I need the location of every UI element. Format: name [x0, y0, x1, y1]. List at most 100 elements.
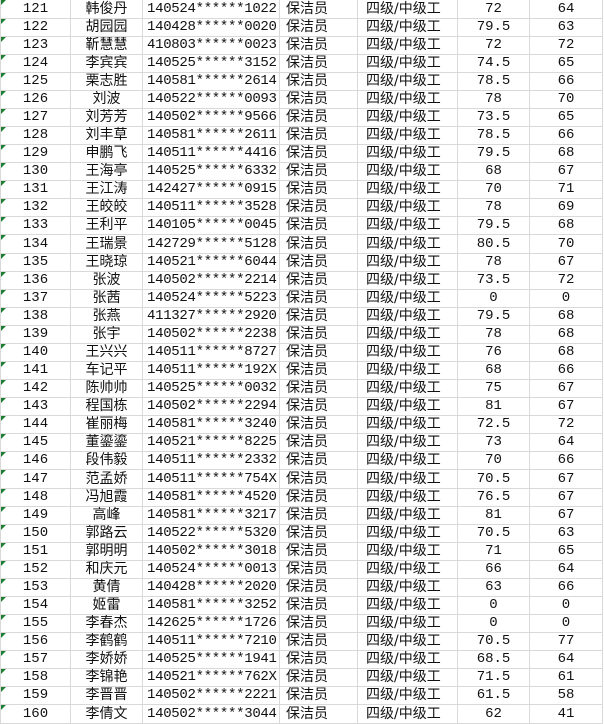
- score1-cell[interactable]: 68.5: [457, 650, 530, 669]
- name-cell[interactable]: 程国栋: [70, 397, 143, 416]
- score1-cell[interactable]: 66: [457, 560, 530, 579]
- level-cell[interactable]: 四级/中级工: [357, 415, 458, 434]
- score2-cell[interactable]: 68: [529, 216, 603, 235]
- row-number-cell[interactable]: 132: [0, 198, 71, 217]
- score1-cell[interactable]: 61.5: [457, 686, 530, 705]
- id-number-cell[interactable]: 140521******8225: [142, 433, 280, 452]
- job-cell[interactable]: 保洁员: [279, 144, 358, 163]
- level-cell[interactable]: 四级/中级工: [357, 180, 458, 199]
- score1-cell[interactable]: 0: [457, 596, 530, 615]
- score2-cell[interactable]: 72: [529, 415, 603, 434]
- row-number-cell[interactable]: 159: [0, 686, 71, 705]
- score1-cell[interactable]: 78: [457, 198, 530, 217]
- row-number-cell[interactable]: 148: [0, 488, 71, 507]
- score1-cell[interactable]: 79.5: [457, 18, 530, 37]
- id-number-cell[interactable]: 140581******4520: [142, 488, 280, 507]
- job-cell[interactable]: 保洁员: [279, 686, 358, 705]
- row-number-cell[interactable]: 129: [0, 144, 71, 163]
- score1-cell[interactable]: 78.5: [457, 126, 530, 145]
- job-cell[interactable]: 保洁员: [279, 126, 358, 145]
- level-cell[interactable]: 四级/中级工: [357, 542, 458, 561]
- row-number-cell[interactable]: 156: [0, 632, 71, 651]
- job-cell[interactable]: 保洁员: [279, 433, 358, 452]
- score2-cell[interactable]: 66: [529, 451, 603, 470]
- name-cell[interactable]: 黄倩: [70, 578, 143, 597]
- level-cell[interactable]: 四级/中级工: [357, 108, 458, 127]
- row-number-cell[interactable]: 147: [0, 469, 71, 489]
- name-cell[interactable]: 王兴兴: [70, 343, 143, 362]
- id-number-cell[interactable]: 140521******762X: [142, 668, 280, 687]
- score2-cell[interactable]: 77: [529, 632, 603, 651]
- name-cell[interactable]: 刘丰草: [70, 126, 143, 145]
- score2-cell[interactable]: 67: [529, 397, 603, 416]
- level-cell[interactable]: 四级/中级工: [357, 198, 458, 217]
- score2-cell[interactable]: 69: [529, 198, 603, 217]
- name-cell[interactable]: 李宾宾: [70, 54, 143, 73]
- id-number-cell[interactable]: 140581******2614: [142, 72, 280, 91]
- job-cell[interactable]: 保洁员: [279, 36, 358, 55]
- name-cell[interactable]: 张燕: [70, 307, 143, 326]
- level-cell[interactable]: 四级/中级工: [357, 54, 458, 73]
- score1-cell[interactable]: 72: [457, 0, 530, 19]
- id-number-cell[interactable]: 140581******2611: [142, 126, 280, 145]
- score2-cell[interactable]: 71: [529, 180, 603, 199]
- job-cell[interactable]: 保洁员: [279, 271, 358, 290]
- job-cell[interactable]: 保洁员: [279, 596, 358, 615]
- job-cell[interactable]: 保洁员: [279, 578, 358, 597]
- name-cell[interactable]: 车记平: [70, 361, 143, 380]
- score1-cell[interactable]: 79.5: [457, 216, 530, 235]
- level-cell[interactable]: 四级/中级工: [357, 379, 458, 398]
- id-number-cell[interactable]: 140511******3528: [142, 198, 280, 217]
- score2-cell[interactable]: 64: [529, 650, 603, 669]
- row-number-cell[interactable]: 131: [0, 180, 71, 199]
- score2-cell[interactable]: 63: [529, 18, 603, 37]
- score1-cell[interactable]: 73.5: [457, 271, 530, 290]
- job-cell[interactable]: 保洁员: [279, 397, 358, 416]
- id-number-cell[interactable]: 140428******0020: [142, 18, 280, 37]
- id-number-cell[interactable]: 140521******6044: [142, 253, 280, 272]
- score2-cell[interactable]: 67: [529, 379, 603, 398]
- score2-cell[interactable]: 67: [529, 469, 603, 489]
- level-cell[interactable]: 四级/中级工: [357, 90, 458, 109]
- name-cell[interactable]: 申鹏飞: [70, 144, 143, 163]
- score2-cell[interactable]: 58: [529, 686, 603, 705]
- score2-cell[interactable]: 67: [529, 506, 603, 525]
- level-cell[interactable]: 四级/中级工: [357, 289, 458, 308]
- id-number-cell[interactable]: 140428******2020: [142, 578, 280, 597]
- id-number-cell[interactable]: 140581******3252: [142, 596, 280, 615]
- row-number-cell[interactable]: 150: [0, 524, 71, 543]
- job-cell[interactable]: 保洁员: [279, 560, 358, 579]
- score2-cell[interactable]: 66: [529, 126, 603, 145]
- score1-cell[interactable]: 79.5: [457, 307, 530, 326]
- row-number-cell[interactable]: 135: [0, 253, 71, 272]
- id-number-cell[interactable]: 140511******754X: [142, 469, 280, 489]
- row-number-cell[interactable]: 134: [0, 234, 71, 254]
- job-cell[interactable]: 保洁员: [279, 668, 358, 687]
- score2-cell[interactable]: 64: [529, 560, 603, 579]
- level-cell[interactable]: 四级/中级工: [357, 704, 458, 724]
- name-cell[interactable]: 段伟毅: [70, 451, 143, 470]
- job-cell[interactable]: 保洁员: [279, 162, 358, 181]
- row-number-cell[interactable]: 144: [0, 415, 71, 434]
- job-cell[interactable]: 保洁员: [279, 650, 358, 669]
- id-number-cell[interactable]: 140502******2221: [142, 686, 280, 705]
- level-cell[interactable]: 四级/中级工: [357, 234, 458, 254]
- score1-cell[interactable]: 75: [457, 379, 530, 398]
- row-number-cell[interactable]: 127: [0, 108, 71, 127]
- name-cell[interactable]: 王江涛: [70, 180, 143, 199]
- job-cell[interactable]: 保洁员: [279, 704, 358, 724]
- score2-cell[interactable]: 68: [529, 144, 603, 163]
- job-cell[interactable]: 保洁员: [279, 361, 358, 380]
- score1-cell[interactable]: 63: [457, 578, 530, 597]
- score2-cell[interactable]: 68: [529, 325, 603, 344]
- level-cell[interactable]: 四级/中级工: [357, 0, 458, 19]
- job-cell[interactable]: 保洁员: [279, 415, 358, 434]
- score2-cell[interactable]: 67: [529, 253, 603, 272]
- score1-cell[interactable]: 0: [457, 289, 530, 308]
- row-number-cell[interactable]: 122: [0, 18, 71, 37]
- name-cell[interactable]: 张波: [70, 271, 143, 290]
- score2-cell[interactable]: 70: [529, 90, 603, 109]
- job-cell[interactable]: 保洁员: [279, 307, 358, 326]
- score2-cell[interactable]: 67: [529, 488, 603, 507]
- row-number-cell[interactable]: 121: [0, 0, 71, 19]
